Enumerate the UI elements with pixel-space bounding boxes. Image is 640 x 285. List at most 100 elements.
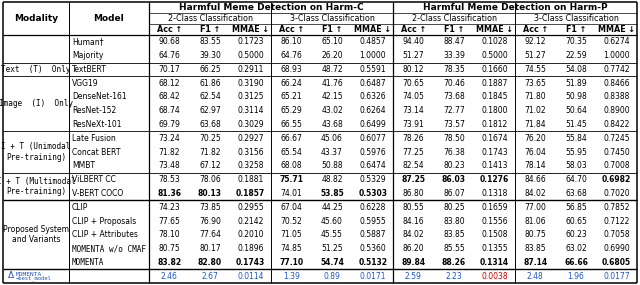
- Text: 0.5132: 0.5132: [358, 258, 387, 267]
- Text: 51.27: 51.27: [525, 51, 546, 60]
- Text: 81.36: 81.36: [157, 189, 181, 198]
- Text: 84.02: 84.02: [403, 230, 424, 239]
- Text: ResNet-152: ResNet-152: [72, 106, 116, 115]
- Text: 0.6077: 0.6077: [359, 134, 386, 143]
- Text: 85.55: 85.55: [443, 244, 465, 253]
- Text: 74.23: 74.23: [159, 203, 180, 212]
- Text: 50.98: 50.98: [565, 93, 587, 101]
- Text: 51.25: 51.25: [321, 244, 343, 253]
- Text: 63.68: 63.68: [565, 189, 587, 198]
- Text: 76.90: 76.90: [199, 217, 221, 225]
- Text: Majority: Majority: [72, 51, 104, 60]
- Text: 86.20: 86.20: [403, 244, 424, 253]
- Text: 0.5329: 0.5329: [359, 175, 386, 184]
- Text: 50.88: 50.88: [321, 161, 343, 170]
- Text: Concat BERT: Concat BERT: [72, 148, 120, 157]
- Text: 0.1276: 0.1276: [480, 175, 509, 184]
- Text: 0.1028: 0.1028: [481, 37, 508, 46]
- Text: 44.25: 44.25: [321, 203, 343, 212]
- Text: 80.23: 80.23: [443, 161, 465, 170]
- Text: 78.35: 78.35: [443, 65, 465, 74]
- Text: 68.74: 68.74: [159, 106, 180, 115]
- Text: 65.29: 65.29: [280, 106, 302, 115]
- Text: 0.3156: 0.3156: [237, 148, 264, 157]
- Text: 2-Class Classification: 2-Class Classification: [168, 14, 253, 23]
- Text: 70.46: 70.46: [443, 79, 465, 88]
- Text: 0.1674: 0.1674: [481, 134, 508, 143]
- Text: 80.75: 80.75: [159, 244, 180, 253]
- Text: 0.1881: 0.1881: [237, 175, 264, 184]
- Text: 71.84: 71.84: [525, 120, 546, 129]
- Text: 73.24: 73.24: [159, 134, 180, 143]
- Text: ResNeXt-101: ResNeXt-101: [72, 120, 122, 129]
- Text: 66.67: 66.67: [280, 134, 302, 143]
- Text: Harmful Meme Detection on Harm-P: Harmful Meme Detection on Harm-P: [422, 3, 607, 12]
- Text: 0.0038: 0.0038: [481, 272, 508, 281]
- Text: CLIP + Proposals: CLIP + Proposals: [72, 217, 136, 225]
- Text: 0.2955: 0.2955: [237, 203, 264, 212]
- Text: MMAE ↓: MMAE ↓: [476, 25, 513, 34]
- Text: 73.14: 73.14: [403, 106, 424, 115]
- Text: 0.5000: 0.5000: [237, 51, 264, 60]
- Text: Proposed System
and Variants: Proposed System and Variants: [3, 225, 69, 245]
- Text: 0.6228: 0.6228: [360, 203, 386, 212]
- Text: 41.76: 41.76: [321, 79, 343, 88]
- Text: I + T (Multimodal
Pre-training): I + T (Multimodal Pre-training): [0, 177, 76, 196]
- Text: 68.93: 68.93: [280, 65, 302, 74]
- Text: 68.12: 68.12: [159, 79, 180, 88]
- Text: 0.3125: 0.3125: [237, 93, 264, 101]
- Text: 77.64: 77.64: [199, 230, 221, 239]
- Text: 74.01: 74.01: [280, 189, 302, 198]
- Text: 0.2010: 0.2010: [237, 230, 264, 239]
- Text: 0.89: 0.89: [324, 272, 340, 281]
- Text: 0.7245: 0.7245: [604, 134, 630, 143]
- Text: 73.65: 73.65: [524, 79, 547, 88]
- Text: $\Delta$: $\Delta$: [7, 269, 15, 280]
- Text: 84.66: 84.66: [524, 175, 546, 184]
- Text: −best_model: −best_model: [16, 275, 52, 281]
- Text: 80.55: 80.55: [403, 203, 424, 212]
- Text: 0.7742: 0.7742: [604, 65, 630, 74]
- Text: 2.48: 2.48: [527, 272, 544, 281]
- Text: 0.7852: 0.7852: [604, 203, 630, 212]
- Text: 0.1314: 0.1314: [480, 258, 509, 267]
- Text: 0.1857: 0.1857: [236, 189, 266, 198]
- Text: 83.85: 83.85: [525, 244, 546, 253]
- Text: 0.1318: 0.1318: [481, 189, 508, 198]
- Text: 1.0000: 1.0000: [359, 51, 386, 60]
- Text: 0.6474: 0.6474: [359, 161, 386, 170]
- Text: 86.10: 86.10: [280, 37, 302, 46]
- Text: Late Fusion: Late Fusion: [72, 134, 116, 143]
- Text: 51.45: 51.45: [565, 120, 587, 129]
- Text: Acc ↑: Acc ↑: [278, 25, 304, 34]
- Text: 72.77: 72.77: [443, 106, 465, 115]
- Text: F1 ↑: F1 ↑: [200, 25, 220, 34]
- Text: 78.50: 78.50: [443, 134, 465, 143]
- Text: 76.38: 76.38: [443, 148, 465, 157]
- Text: 0.5955: 0.5955: [359, 217, 386, 225]
- Text: 87.25: 87.25: [401, 175, 426, 184]
- Text: 67.12: 67.12: [199, 161, 221, 170]
- Text: 83.55: 83.55: [199, 37, 221, 46]
- Text: 94.40: 94.40: [403, 37, 424, 46]
- Text: F1 ↑: F1 ↑: [444, 25, 464, 34]
- Text: 82.80: 82.80: [198, 258, 222, 267]
- Text: 50.64: 50.64: [565, 106, 587, 115]
- Text: 86.80: 86.80: [403, 189, 424, 198]
- Text: 62.54: 62.54: [199, 93, 221, 101]
- Text: 68.42: 68.42: [159, 93, 180, 101]
- Text: 71.82: 71.82: [199, 148, 221, 157]
- Text: MMAE ↓: MMAE ↓: [354, 25, 391, 34]
- Text: 0.0171: 0.0171: [360, 272, 386, 281]
- Text: 73.85: 73.85: [199, 203, 221, 212]
- Text: 2.59: 2.59: [405, 272, 422, 281]
- Text: ViLBERT CC: ViLBERT CC: [72, 175, 116, 184]
- Text: 70.25: 70.25: [199, 134, 221, 143]
- Text: 65.10: 65.10: [321, 37, 343, 46]
- Text: 1.96: 1.96: [568, 272, 584, 281]
- Text: 76.20: 76.20: [524, 134, 546, 143]
- Text: MMAE ↓: MMAE ↓: [232, 25, 269, 34]
- Text: 73.48: 73.48: [159, 161, 180, 170]
- Text: 80.12: 80.12: [403, 65, 424, 74]
- Text: 82.54: 82.54: [403, 161, 424, 170]
